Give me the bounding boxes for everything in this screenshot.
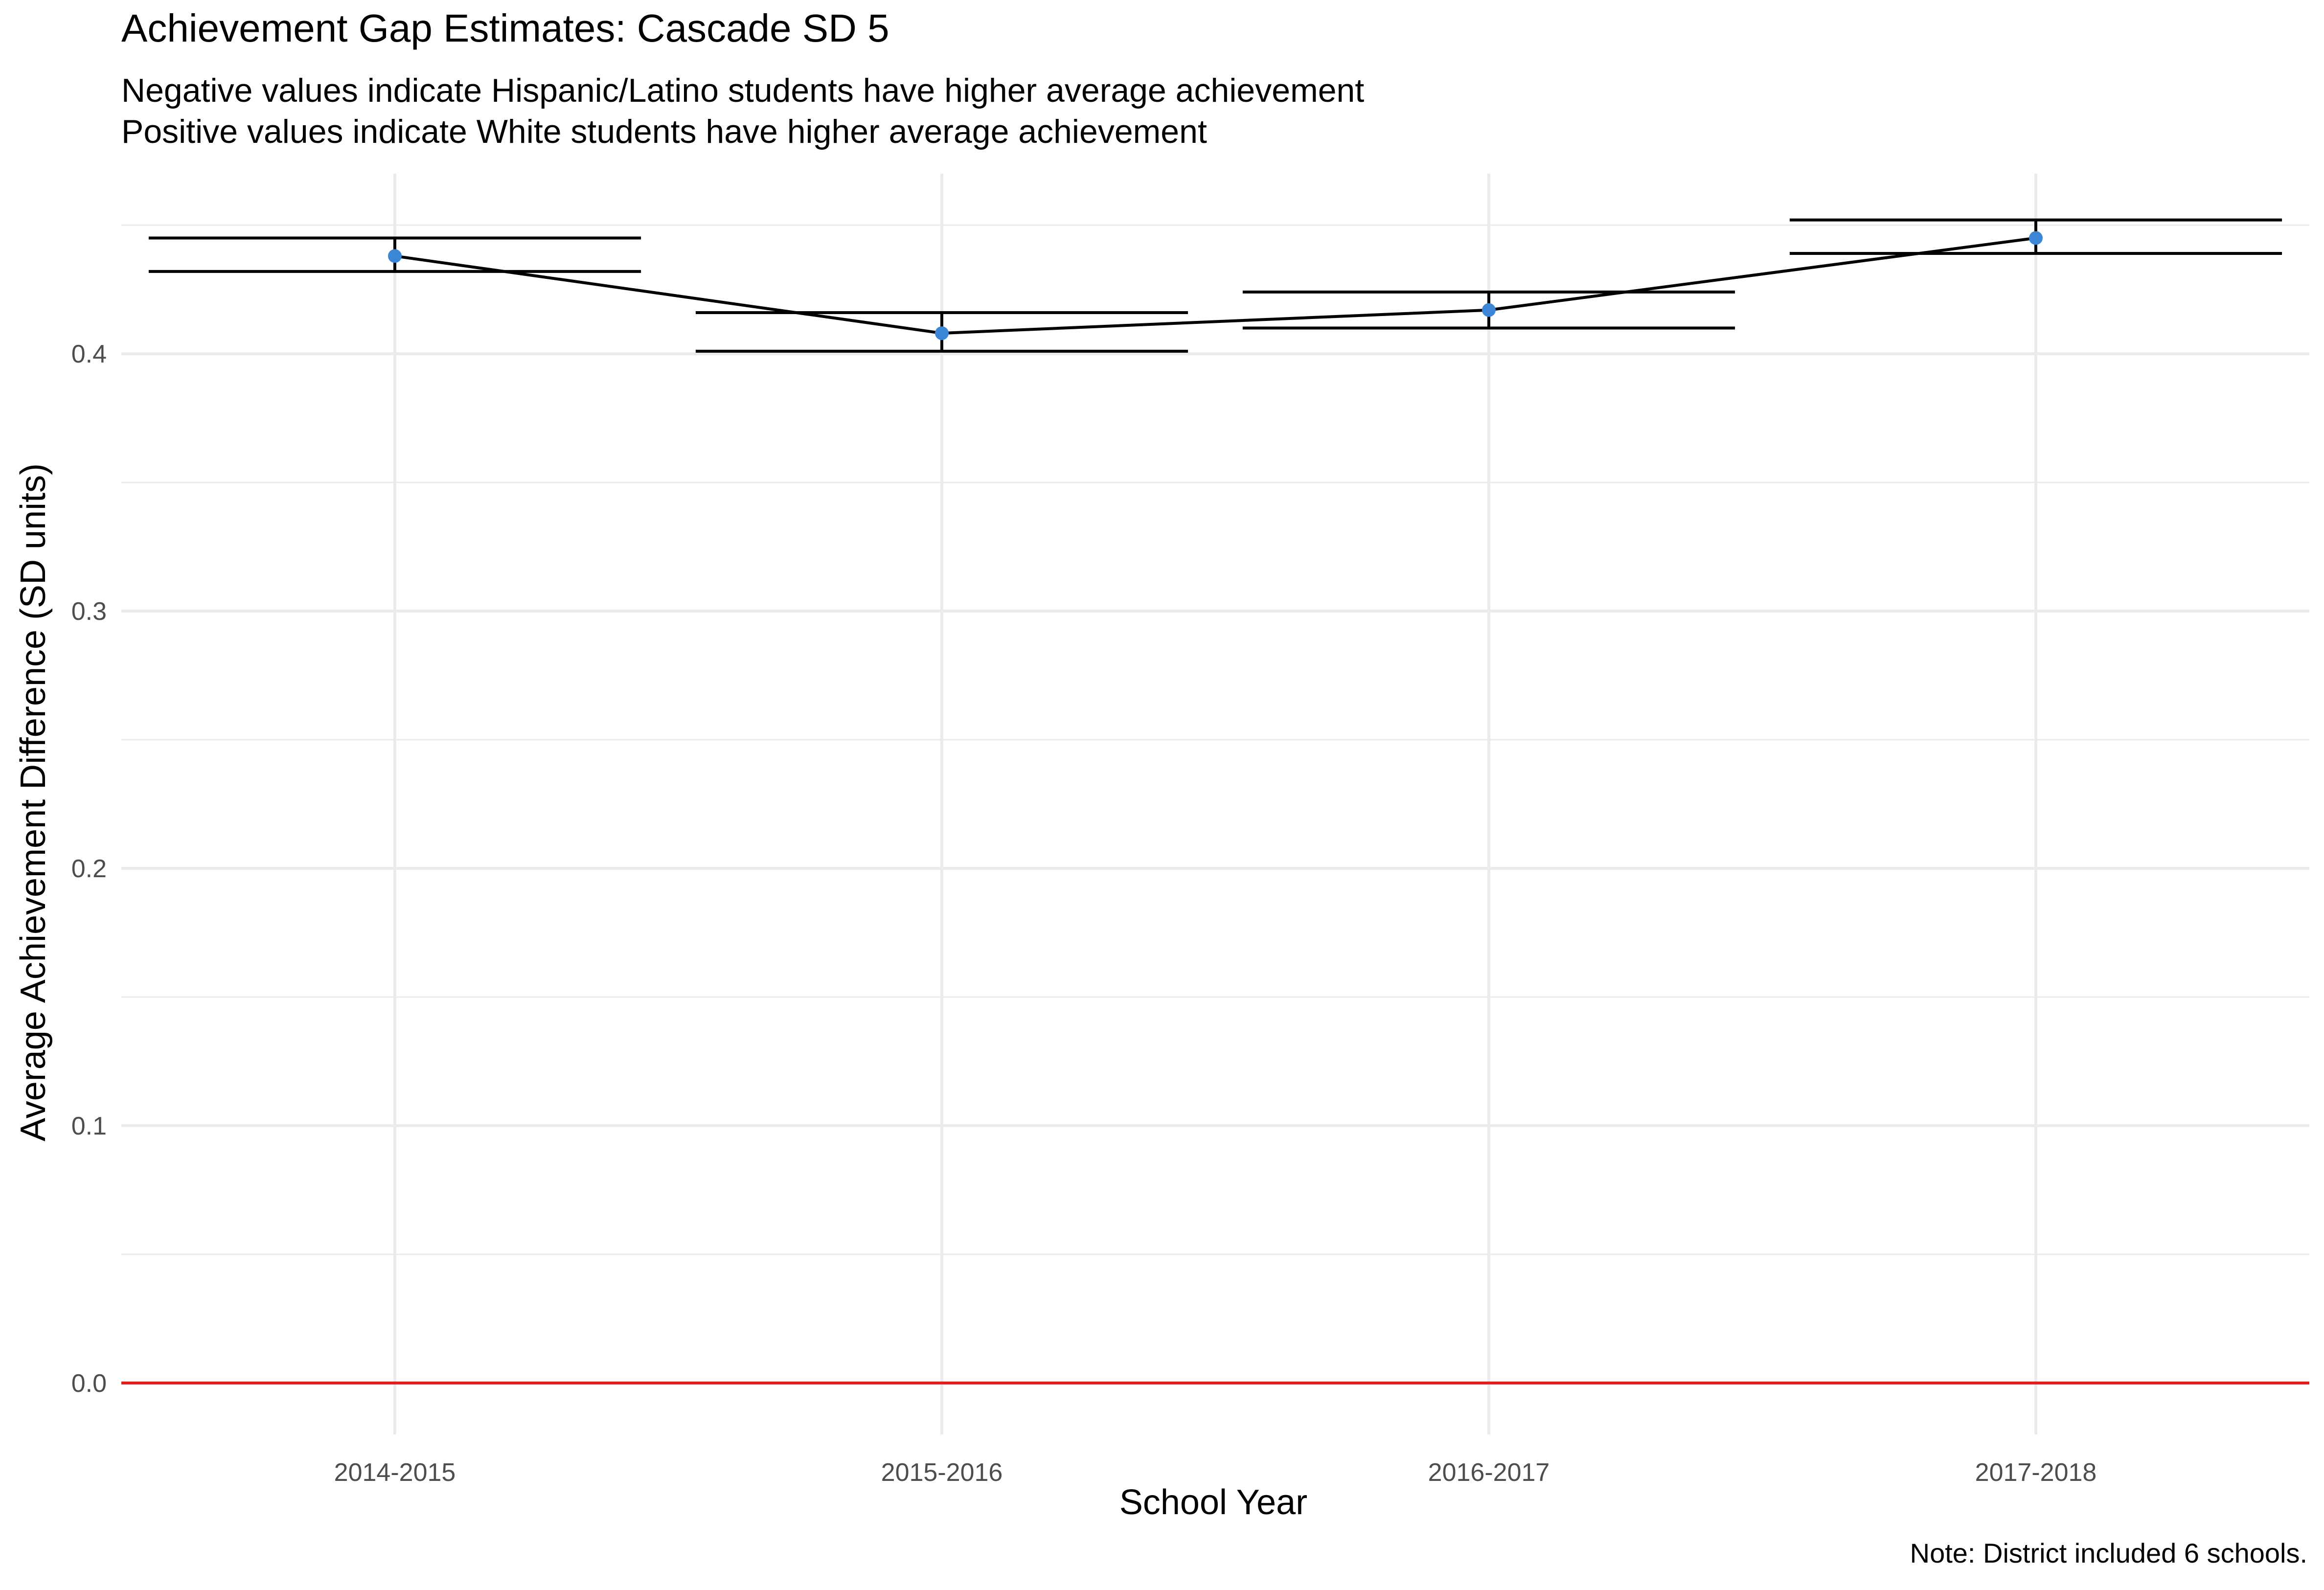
x-tick-label: 2016-2017 bbox=[1428, 1458, 1550, 1487]
y-tick-label: 0.4 bbox=[71, 340, 107, 368]
grid-layer bbox=[121, 174, 2309, 1434]
errorbar-layer bbox=[148, 218, 2282, 353]
y-tick-label: 0.2 bbox=[71, 855, 107, 883]
chart-subtitle-line-1: Negative values indicate Hispanic/Latino… bbox=[121, 72, 1365, 109]
chart-subtitle-line-2: Positive values indicate White students … bbox=[121, 113, 1207, 150]
data-point bbox=[388, 249, 402, 263]
y-tick-label: 0.1 bbox=[71, 1112, 107, 1140]
x-tick-label: 2015-2016 bbox=[881, 1458, 1003, 1487]
y-axis-label: Average Achievement Difference (SD units… bbox=[14, 463, 53, 1142]
series-line bbox=[394, 236, 2036, 335]
y-tick-label: 0.0 bbox=[71, 1369, 107, 1398]
x-tick-label: 2017-2018 bbox=[1975, 1458, 2097, 1487]
y-tick-label: 0.3 bbox=[71, 597, 107, 626]
line-layer bbox=[394, 236, 2036, 335]
data-point bbox=[2029, 231, 2043, 245]
y-tick-labels: 0.0 0.1 0.2 0.3 0.4 bbox=[71, 340, 107, 1398]
x-tick-label: 2014-2015 bbox=[334, 1458, 456, 1487]
data-point bbox=[1482, 303, 1496, 317]
data-point bbox=[935, 326, 949, 341]
x-axis-label: School Year bbox=[1119, 1483, 1308, 1522]
point-layer bbox=[388, 231, 2043, 341]
chart-caption: Note: District included 6 schools. bbox=[1910, 1538, 2307, 1568]
chart-title: Achievement Gap Estimates: Cascade SD 5 bbox=[121, 6, 889, 50]
x-tick-labels: 2014-2015 2015-2016 2016-2017 2017-2018 bbox=[334, 1458, 2097, 1487]
